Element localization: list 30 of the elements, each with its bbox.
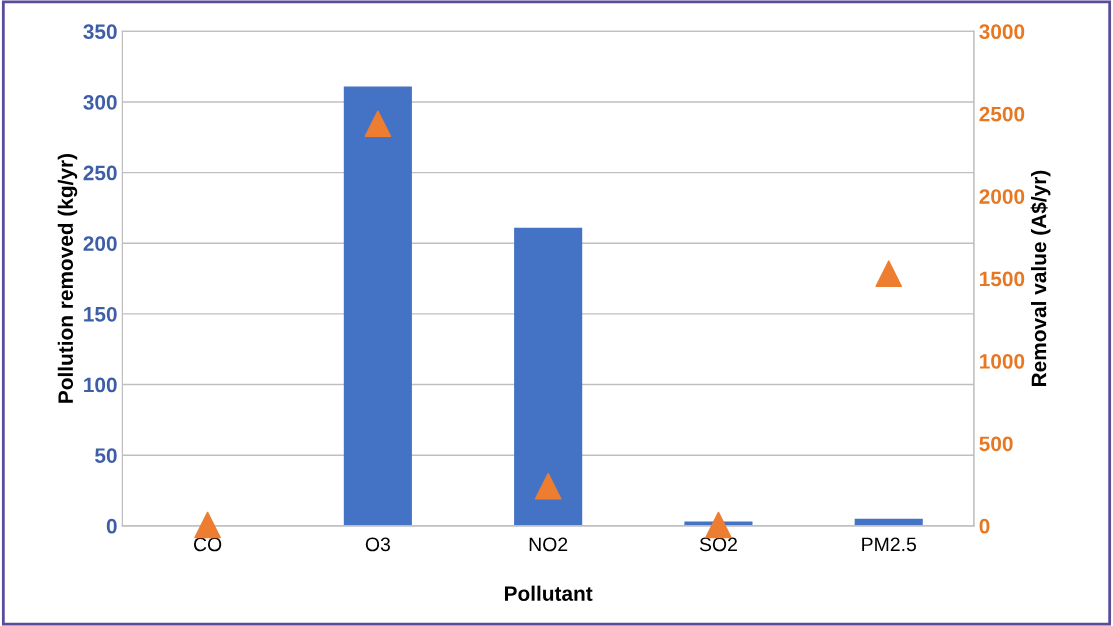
- y-tick-label: 100: [84, 377, 117, 393]
- point: [364, 110, 392, 137]
- bar: [514, 227, 583, 526]
- y-tick-label: 50: [95, 448, 117, 463]
- y-tick-label: 300: [83, 94, 117, 110]
- x-axis-title: Pollutant: [504, 585, 593, 601]
- x-tick-label: NO2: [529, 537, 568, 552]
- y-tick-label: 200: [83, 236, 117, 251]
- point: [875, 260, 903, 287]
- y2-tick-label: 2500: [979, 106, 1025, 122]
- y2-tick-label: 0: [979, 518, 990, 534]
- bar: [343, 86, 412, 526]
- x-tick-label: O3: [365, 537, 390, 552]
- y-tick-label: 250: [83, 165, 117, 181]
- y2-tick-label: 2000: [979, 189, 1025, 204]
- y-axis-title: Pollution removed (kg/yr): [57, 154, 78, 403]
- y2-tick-label: 3000: [979, 24, 1025, 40]
- y-tick-label: 150: [84, 306, 117, 322]
- y2-tick-label: 1000: [980, 353, 1025, 369]
- y2-tick-label: 1500: [980, 271, 1025, 287]
- y2-tick-label: 500: [979, 436, 1013, 452]
- x-tick-label: SO2: [699, 537, 737, 552]
- point: [705, 511, 732, 539]
- point: [194, 511, 221, 539]
- x-tick-label: CO: [193, 537, 222, 552]
- x-tick-label: PM2.5: [862, 537, 917, 552]
- point: [534, 472, 562, 500]
- y2-axis-title: Removal value (A$/yr): [1030, 170, 1051, 387]
- y-tick-label: 350: [83, 24, 117, 40]
- y-tick-label: 0: [106, 518, 117, 534]
